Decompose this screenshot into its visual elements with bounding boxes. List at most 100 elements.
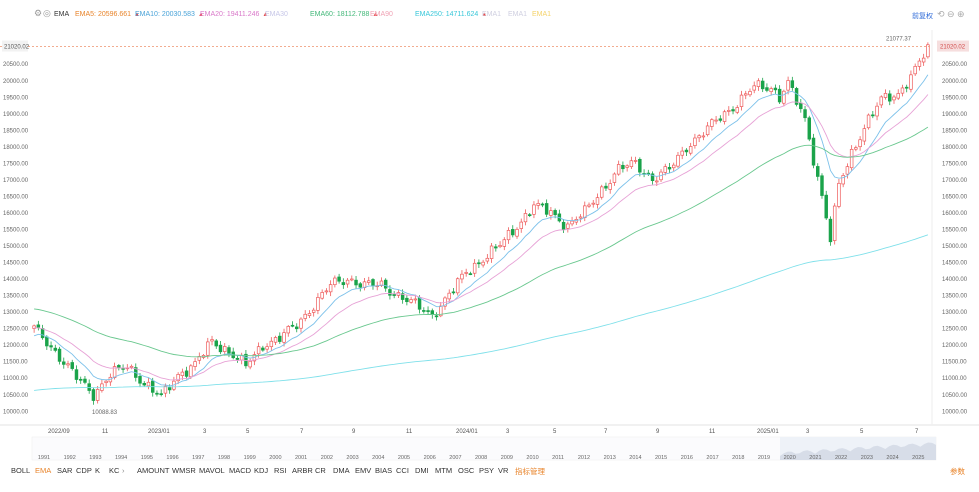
candle-body bbox=[333, 277, 337, 286]
candle-body bbox=[295, 326, 299, 330]
indicator-value-6[interactable]: EMA250: 14711.624 ▲ bbox=[415, 11, 488, 18]
tab-6[interactable]: AMOUNT bbox=[137, 466, 170, 475]
tab-10[interactable]: KDJ bbox=[254, 466, 269, 475]
overview-year-label: 1997 bbox=[192, 455, 204, 461]
tab-15[interactable]: EMV bbox=[355, 466, 372, 475]
overview-year-label: 2006 bbox=[424, 455, 436, 461]
overview-year-label: 1995 bbox=[141, 455, 153, 461]
candle-body bbox=[83, 378, 87, 383]
y-axis-label-right: 14500.00 bbox=[942, 261, 968, 267]
candle-body bbox=[621, 164, 625, 170]
tab-17[interactable]: CCI bbox=[396, 466, 409, 475]
adjust-link[interactable]: 前复权 bbox=[912, 13, 933, 20]
tab-13[interactable]: CR bbox=[315, 466, 326, 475]
tab-4[interactable]: K bbox=[95, 466, 101, 475]
zoom-out-icon[interactable]: ⊖ bbox=[947, 9, 955, 19]
y-axis-label-right: 11500.00 bbox=[942, 360, 967, 366]
indicator-value-2[interactable]: EMA20: 19411.246 ▲ bbox=[200, 11, 269, 18]
candle-body bbox=[286, 326, 290, 334]
eye-icon[interactable]: ◎ bbox=[43, 8, 51, 18]
candle-body bbox=[511, 229, 515, 236]
tab-23[interactable]: 指标管理 bbox=[515, 467, 545, 476]
indicator-value-1[interactable]: EMA10: 20030.583 ▲ bbox=[135, 11, 204, 18]
tab-2[interactable]: SAR bbox=[57, 466, 73, 475]
candle-body bbox=[663, 166, 667, 173]
candle-body bbox=[95, 389, 100, 401]
candle-body bbox=[121, 368, 125, 370]
y-axis-label-right: 14000.00 bbox=[942, 277, 968, 283]
tab-18[interactable]: DMI bbox=[415, 466, 429, 475]
candle-body bbox=[45, 336, 49, 347]
x-axis-label: 2022/09 bbox=[48, 429, 70, 435]
y-axis-label-left: 16000.00 bbox=[3, 211, 29, 217]
candle-body bbox=[176, 374, 180, 382]
tab-0[interactable]: BOLL bbox=[11, 466, 31, 475]
tab-3[interactable]: CDP bbox=[76, 466, 92, 475]
tab-14[interactable]: DMA bbox=[333, 466, 350, 475]
min-price-label: 10088.83 bbox=[92, 410, 118, 416]
tab-19[interactable]: MTM bbox=[435, 466, 453, 475]
candle-body bbox=[739, 94, 744, 107]
indicator-value-4[interactable]: EMA60: 18112.788 ▲ bbox=[310, 11, 379, 18]
indicator-tabs: BOLL EMA SAR CDP K KC › AMOUNT WMSR MAVOL MACD KDJ R… bbox=[0, 462, 979, 480]
tab-12[interactable]: ARBR bbox=[292, 466, 313, 475]
trend-up-icon: ▲ bbox=[372, 12, 379, 18]
zoom-in-icon[interactable]: ⊕ bbox=[957, 9, 965, 19]
tab-9[interactable]: MACD bbox=[229, 466, 252, 475]
tab-8[interactable]: MAVOL bbox=[199, 466, 225, 475]
candle-body bbox=[214, 340, 218, 347]
tab-11[interactable]: RSI bbox=[274, 466, 287, 475]
candle-body bbox=[299, 318, 303, 329]
overview-year-label: 2022 bbox=[835, 455, 847, 461]
undo-icon[interactable]: ⟲ bbox=[937, 9, 945, 19]
candle-body bbox=[892, 96, 896, 101]
y-axis-label-left: 11000.00 bbox=[3, 376, 28, 382]
overview-area bbox=[780, 442, 936, 460]
tab-22[interactable]: VR bbox=[498, 466, 509, 475]
tab-16[interactable]: BIAS bbox=[375, 466, 393, 475]
candle-body bbox=[595, 197, 600, 205]
tab-20[interactable]: OSC bbox=[458, 466, 475, 475]
candle-body bbox=[502, 239, 507, 247]
indicator-value-5[interactable]: EMA90 bbox=[370, 11, 393, 18]
candle-body bbox=[735, 107, 739, 113]
candle-body bbox=[591, 202, 595, 205]
candle-body bbox=[481, 261, 485, 266]
trend-up-icon: ▲ bbox=[481, 12, 488, 18]
candle-body bbox=[32, 325, 36, 329]
y-axis-label-right: 12500.00 bbox=[942, 327, 968, 333]
tab-5[interactable]: KC bbox=[109, 466, 120, 475]
x-axis-label: 2024/01 bbox=[456, 429, 478, 435]
tab-7[interactable]: WMSR bbox=[172, 466, 196, 475]
settings-link[interactable]: 参数 bbox=[950, 467, 965, 476]
candle-body bbox=[638, 158, 642, 173]
indicator-value-3[interactable]: EMA30 bbox=[265, 11, 288, 18]
candle-body bbox=[489, 245, 494, 259]
indicator-value-7[interactable]: EMA1 bbox=[482, 11, 502, 18]
gear-icon[interactable]: ⚙ bbox=[34, 8, 43, 18]
y-axis-label-left: 19000.00 bbox=[3, 112, 29, 118]
candle-body bbox=[146, 381, 151, 387]
candle-body bbox=[57, 348, 62, 362]
indicator-value-0[interactable]: EMA5: 20596.661 ▲ bbox=[75, 11, 140, 18]
indicator-value-9[interactable]: EMA1 bbox=[532, 11, 552, 18]
chevron-right-icon[interactable]: › bbox=[122, 466, 125, 475]
candle-body bbox=[570, 220, 574, 225]
candle-body bbox=[752, 85, 756, 91]
tab-1[interactable]: EMA bbox=[35, 466, 52, 475]
candle-body bbox=[74, 369, 79, 380]
candle-body bbox=[824, 194, 828, 219]
indicator-value-8[interactable]: EMA1 bbox=[508, 11, 528, 18]
current-price-left: 21020.02 bbox=[4, 45, 30, 51]
candle-body bbox=[91, 389, 96, 401]
candle-body bbox=[184, 370, 189, 377]
candle-body bbox=[159, 393, 163, 396]
overview-year-label: 2020 bbox=[784, 455, 796, 461]
candle-body bbox=[345, 279, 350, 285]
candle-body bbox=[718, 118, 723, 121]
tab-21[interactable]: PSY bbox=[479, 466, 495, 475]
candle-body bbox=[180, 371, 185, 376]
candle-body bbox=[455, 278, 460, 294]
candle-body bbox=[773, 87, 778, 91]
